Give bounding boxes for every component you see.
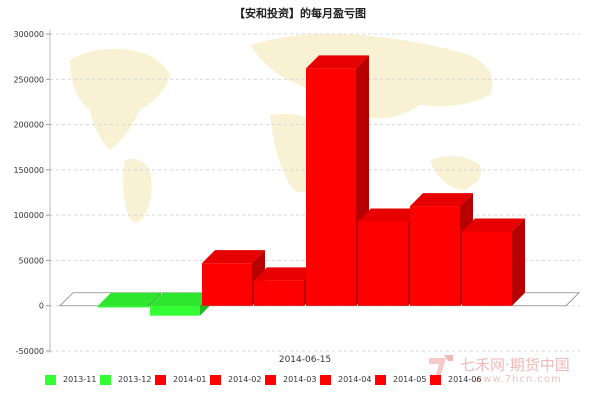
bar-side-7 xyxy=(512,218,525,306)
y-tick-label-7: 300000 xyxy=(13,30,44,39)
legend-label: 2014-03 xyxy=(283,375,317,384)
legend-swatch xyxy=(265,375,276,385)
watermark-logo-icon xyxy=(429,355,453,378)
bar-front-2 xyxy=(202,263,252,306)
bar-side-0 xyxy=(148,292,161,308)
bar-top-2 xyxy=(202,250,265,264)
y-tick-label-4: 150000 xyxy=(13,166,44,175)
legend-label: 2013-12 xyxy=(118,375,152,384)
y-axis: -50000 0 50000 100000 150000 200000 250000 3000… xyxy=(13,30,51,356)
legend-label: 2014-05 xyxy=(393,375,427,384)
y-tick-label-1: 0 xyxy=(39,302,44,311)
bar-top-0 xyxy=(98,292,161,306)
bar-top-3 xyxy=(254,267,317,281)
watermark-text: 七禾网·期货中国 xyxy=(460,356,570,374)
legend-label: 2014-01 xyxy=(173,375,207,384)
y-tick-label-0: -50000 xyxy=(16,347,44,356)
chart-title: 【安和投资】的每月盈亏图 xyxy=(234,7,366,20)
bar-2013-11 xyxy=(98,292,161,308)
bar-front-5 xyxy=(358,221,408,306)
legend-label: 2013-11 xyxy=(63,375,97,384)
bar-front-6 xyxy=(410,206,460,306)
legend-swatch xyxy=(320,375,331,385)
bar-top-4 xyxy=(306,55,369,69)
y-tick-label-3: 100000 xyxy=(13,211,44,220)
bar-top-6 xyxy=(410,193,473,207)
bar-front-1 xyxy=(150,305,200,316)
y-tick-label-5: 200000 xyxy=(13,121,44,130)
map-landmass-2 xyxy=(250,33,493,119)
bar-front-3 xyxy=(254,280,304,306)
bar-top-7 xyxy=(462,218,525,232)
map-landmass-0 xyxy=(70,48,170,150)
y-tick-label-6: 250000 xyxy=(13,75,44,84)
legend-swatch xyxy=(375,375,386,385)
watermark: 七禾网·期货中国 www.7hcn.com xyxy=(424,350,594,388)
x-axis-label: 2014-06-15 xyxy=(278,355,332,365)
legend-swatch xyxy=(210,375,221,385)
legend-label: 2014-06 xyxy=(448,375,482,384)
bar-front-0 xyxy=(98,305,148,308)
y-tick-label-2: 50000 xyxy=(19,256,44,265)
legend-label: 2014-04 xyxy=(338,375,372,384)
legend: 2013-11 2013-12 2014-01 2014-02 2014-03 2014-… xyxy=(45,374,565,390)
bar-2014-06 xyxy=(462,218,525,306)
map-landmass-4 xyxy=(430,156,481,190)
map-landmass-1 xyxy=(123,158,152,223)
bar-top-1 xyxy=(150,292,213,306)
watermark-url: www.7hcn.com xyxy=(474,374,562,385)
bars xyxy=(98,55,525,316)
legend-swatch xyxy=(45,375,56,385)
legend-swatch xyxy=(100,375,111,385)
legend-swatch xyxy=(155,375,166,385)
bar-front-7 xyxy=(462,231,512,306)
bar-front-4 xyxy=(306,68,356,306)
legend-swatch xyxy=(430,375,441,385)
bar-top-5 xyxy=(358,208,421,222)
legend-label: 2014-02 xyxy=(228,375,262,384)
